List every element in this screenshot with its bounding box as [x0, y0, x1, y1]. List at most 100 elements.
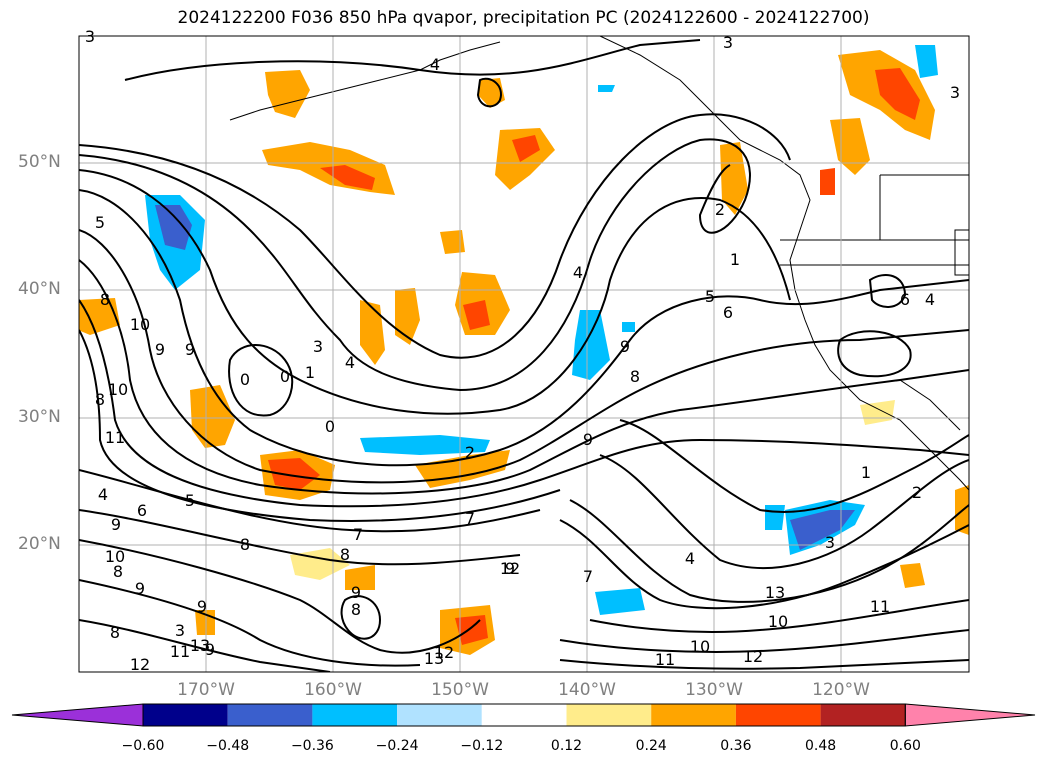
contour-label: 13 [765, 583, 785, 602]
colorbar-tick-label: 0.48 [805, 738, 837, 754]
colorbar-tick-label: 0.12 [550, 738, 583, 754]
contour-label: 8 [100, 290, 110, 309]
contour-label: 8 [340, 545, 350, 564]
contour-label: 5 [95, 213, 105, 232]
colorbar-segment [820, 704, 906, 726]
contour-label: 8 [113, 562, 123, 581]
contour-label: 2 [715, 200, 725, 219]
contour-label: 9 [583, 430, 593, 449]
contour-label: 3 [175, 621, 185, 640]
colorbar-segment [735, 704, 821, 726]
contour-label: 4 [98, 485, 108, 504]
contour-label: 4 [925, 290, 935, 309]
contour-label: 5 [185, 491, 195, 510]
colorbar-outline [142, 703, 906, 727]
lat-label-50n: 50°N [18, 152, 61, 172]
contour-label: 9 [197, 597, 207, 616]
contour-label: 9 [111, 515, 121, 534]
contour-label: 6 [137, 501, 147, 520]
colorbar-segment [227, 704, 313, 726]
contour-label: 6 [900, 290, 910, 309]
contour-label: 3 [313, 337, 323, 356]
contour-label: 8 [351, 600, 361, 619]
colorbar-segment [481, 704, 567, 726]
contour-label: 4 [345, 353, 355, 372]
precip-negative-shading [145, 45, 938, 615]
contour-label: 1 [305, 363, 315, 382]
colorbar-tick-label: −0.24 [375, 738, 419, 754]
contour-label: 7 [465, 509, 475, 528]
lon-label-170w: 170°W [177, 680, 235, 700]
contour-label: 0 [325, 417, 335, 436]
colorbar-tick-label: −0.12 [460, 738, 504, 754]
lat-label-30n: 30°N [18, 407, 61, 427]
contour-label: 13 [190, 636, 210, 655]
contour-label: 5 [705, 287, 715, 306]
contour-label: 9 [155, 340, 165, 359]
contour-label: 7 [353, 525, 363, 544]
colorbar-tick-label: 0.36 [720, 738, 752, 754]
contour-label: 9 [185, 340, 195, 359]
contour-label: 9 [351, 583, 361, 602]
contour-label: 8 [240, 535, 250, 554]
lon-label-150w: 150°W [431, 680, 489, 700]
contour-label: 11 [170, 642, 190, 661]
graticule [79, 36, 969, 672]
contour-label: 8 [630, 367, 640, 386]
colorbar [11, 703, 1036, 727]
contour-label: 2 [465, 443, 475, 462]
lat-label-40n: 40°N [18, 279, 61, 299]
contour-label: 8 [95, 390, 105, 409]
lat-label-20n: 20°N [18, 534, 61, 554]
colorbar-segment [397, 704, 482, 726]
colorbar-segment [143, 704, 228, 726]
contour-label: 10 [130, 315, 150, 334]
contour-label: 4 [573, 263, 583, 282]
colorbar-tick-label: −0.48 [206, 738, 250, 754]
contour-label: 1 [861, 463, 871, 482]
contour-label: 0 [240, 370, 250, 389]
contour-label: 3 [950, 83, 960, 102]
contour-label: 11 [655, 650, 675, 669]
contour-label: 10 [105, 547, 125, 566]
colorbar-segment [651, 704, 736, 726]
colorbar-tick-label: 0.60 [889, 738, 921, 754]
contour-label: 0 [280, 367, 290, 386]
colorbar-tick-label: −0.60 [121, 738, 165, 754]
contour-label: 12 [743, 647, 763, 666]
contour-label: 9 [505, 559, 515, 578]
contour-label: 1 [730, 250, 740, 269]
colorbar-tick-label: −0.36 [290, 738, 334, 754]
colorbar-tick-label: 0.24 [635, 738, 667, 754]
contour-label: 11 [870, 597, 890, 616]
map-title: 2024122200 F036 850 hPa qvapor, precipit… [177, 8, 870, 28]
contour-label: 6 [723, 303, 733, 322]
contour-label: 7 [583, 567, 593, 586]
contour-label: 11 [105, 428, 125, 447]
contour-label: 4 [685, 549, 695, 568]
contour-label: 2 [912, 483, 922, 502]
contour-label: 3 [723, 33, 733, 52]
contour-label: 9 [135, 579, 145, 598]
colorbar-extend-low [11, 703, 144, 727]
contour-label: 9 [205, 640, 215, 659]
lon-label-130w: 130°W [685, 680, 743, 700]
contour-label: 10 [108, 380, 128, 399]
contour-label: 10 [690, 637, 710, 656]
contour-label: 12 [130, 655, 150, 674]
contour-label: 12 [434, 643, 454, 662]
contour-label: 13 [424, 649, 444, 668]
contour-label: 8 [110, 623, 120, 642]
colorbar-segment [312, 704, 398, 726]
contour-label: 10 [768, 612, 788, 631]
lon-label-140w: 140°W [558, 680, 616, 700]
contour-label: 4 [430, 55, 440, 74]
colorbar-extend-high [904, 703, 1036, 727]
colorbar-segment [566, 704, 652, 726]
contour-label: 12 [500, 559, 520, 578]
contour-label: 3 [825, 533, 835, 552]
qvapor-contours [79, 39, 969, 672]
contour-label: 9 [620, 337, 630, 356]
